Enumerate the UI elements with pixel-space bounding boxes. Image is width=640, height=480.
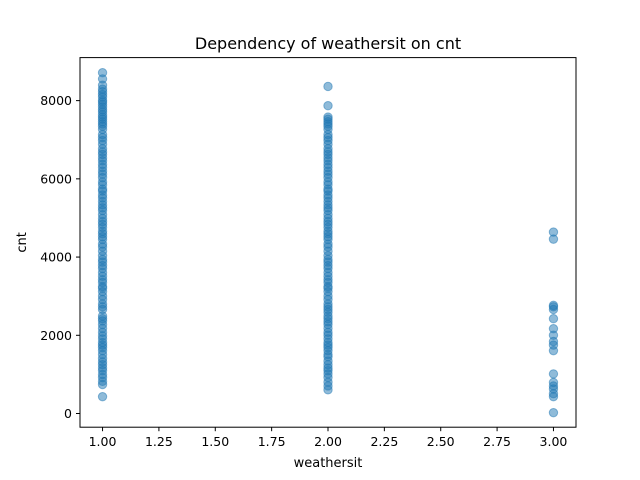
x-tick-label: 2.75 [483, 434, 511, 449]
x-tick-label: 2.50 [427, 434, 455, 449]
chart-title: Dependency of weathersit on cnt [195, 34, 461, 53]
data-point [97, 391, 108, 402]
data-point [323, 101, 333, 111]
y-tick-label: 2000 [40, 328, 72, 343]
data-point [548, 407, 559, 418]
data-point [323, 81, 333, 92]
scatter-points [97, 67, 559, 418]
data-point [548, 377, 559, 388]
x-axis-ticks: 1.00 1.25 1.50 1.75 2.00 2.25 2.50 2.75 3.00 [89, 427, 568, 449]
x-axis-label: weathersit [294, 456, 363, 471]
x-tick-label: 2.25 [370, 434, 398, 449]
x-tick-label: 1.75 [258, 434, 286, 449]
y-tick-label: 8000 [40, 93, 72, 108]
x-tick-label: 3.00 [540, 434, 568, 449]
data-point [97, 67, 108, 78]
data-point [323, 112, 333, 122]
data-point [548, 300, 559, 311]
x-tick-label: 2.00 [314, 434, 342, 449]
y-tick-label: 6000 [40, 171, 72, 186]
x-tick-label: 1.50 [201, 434, 229, 449]
data-point [548, 323, 559, 334]
data-point [548, 314, 559, 324]
x-tick-label: 1.25 [145, 434, 173, 449]
y-tick-label: 4000 [40, 250, 72, 265]
y-axis-label: cnt [15, 232, 30, 252]
data-point [548, 369, 559, 379]
data-point [548, 227, 559, 237]
y-tick-label: 0 [64, 406, 72, 421]
y-axis-ticks: 0 2000 4000 6000 8000 [40, 93, 80, 421]
x-tick-label: 1.00 [89, 434, 117, 449]
